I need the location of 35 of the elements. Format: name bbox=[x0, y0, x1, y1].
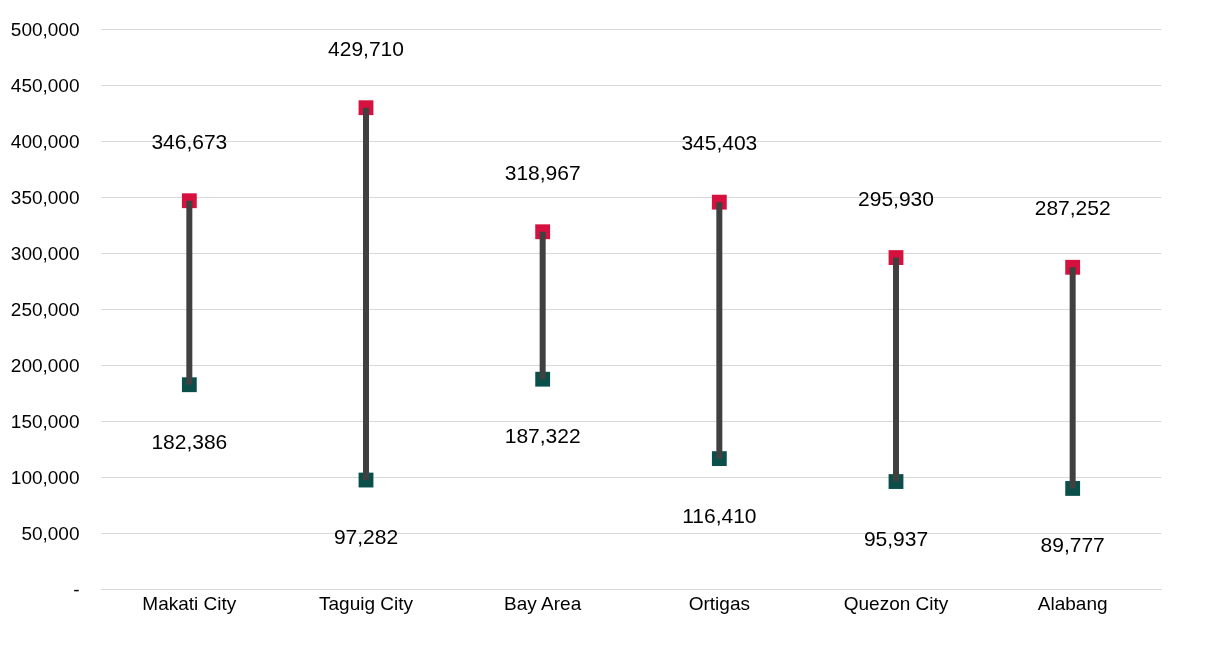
y-tick-label: - bbox=[73, 578, 80, 600]
bar bbox=[186, 200, 193, 385]
data-label: 287,252 bbox=[1034, 196, 1111, 220]
data-label: 97,282 bbox=[333, 525, 399, 549]
y-tick-label: 300,000 bbox=[10, 242, 80, 264]
x-tick-label: Taguig City bbox=[319, 592, 414, 614]
bar bbox=[539, 231, 546, 380]
y-tick-label: 50,000 bbox=[21, 522, 80, 544]
y-tick-label: 400,000 bbox=[10, 130, 80, 152]
y-tick-label: 100,000 bbox=[10, 466, 80, 488]
x-tick-label: Makati City bbox=[142, 592, 237, 614]
x-tick-label: Alabang bbox=[1037, 592, 1108, 614]
data-label: 95,937 bbox=[863, 526, 929, 550]
x-tick-label: Ortigas bbox=[688, 592, 750, 614]
bar bbox=[363, 107, 369, 481]
data-label: 429,710 bbox=[328, 36, 404, 60]
bar bbox=[893, 257, 899, 482]
y-tick-label: 150,000 bbox=[10, 410, 80, 432]
data-label: 89,777 bbox=[1040, 533, 1105, 557]
data-label: 295,930 bbox=[858, 186, 934, 210]
data-label: 346,673 bbox=[151, 129, 228, 153]
x-tick-label: Bay Area bbox=[504, 592, 582, 614]
y-tick-label: 350,000 bbox=[10, 186, 80, 208]
y-tick-label: 250,000 bbox=[10, 298, 80, 320]
data-label: 187,322 bbox=[504, 424, 581, 448]
bar bbox=[1069, 267, 1076, 489]
x-tick-label: Quezon City bbox=[843, 592, 949, 614]
data-label: 318,967 bbox=[504, 160, 581, 184]
y-tick-label: 450,000 bbox=[10, 74, 80, 96]
bar bbox=[716, 202, 723, 459]
data-label: 345,403 bbox=[681, 131, 758, 155]
data-label: 116,410 bbox=[682, 503, 757, 527]
y-tick-label: 500,000 bbox=[10, 18, 80, 40]
y-tick-label: 200,000 bbox=[10, 354, 80, 376]
data-label: 182,386 bbox=[151, 429, 228, 453]
